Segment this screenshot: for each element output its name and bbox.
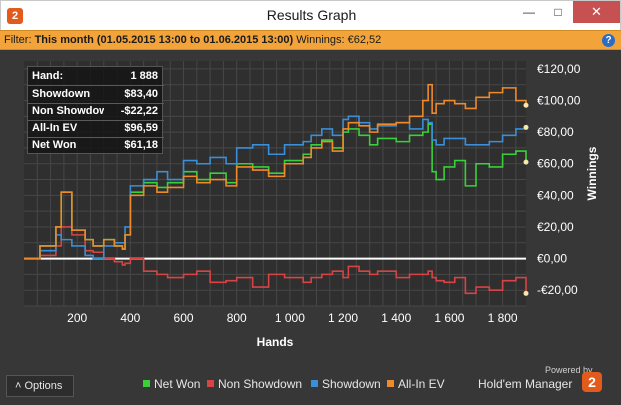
series-end-point	[523, 124, 529, 130]
legend-item-net-won[interactable]: Net Won	[143, 377, 200, 391]
y-axis-label: Winnings	[585, 146, 599, 200]
y-tick-labels: -€20,00 €0,00 €20,00 €40,00 €60,00 €80,00 €100…	[537, 62, 581, 297]
filter-period: This month (01.05.2015 13:00 to 01.06.20…	[34, 34, 294, 46]
summary-row-net-won: Net Won $61,18	[28, 137, 164, 154]
x-tick-label: 1 000	[275, 311, 305, 325]
summary-box: Hand: 1 888 Showdown $83,40 Non Showdown…	[27, 66, 164, 154]
series-all-in-ev	[24, 83, 527, 260]
summary-row-showdown: Showdown $83,40	[28, 86, 164, 103]
x-tick-labels: 200 400 600 800 1 000 1 200 1 400 1 600 1 800	[67, 311, 518, 325]
summary-row-all-in-ev: All-In EV $96,59	[28, 120, 164, 137]
title-bar: 2 Results Graph — □ ✕	[0, 0, 621, 30]
filter-label: Filter:	[4, 34, 32, 46]
legend-label: All-In EV	[398, 377, 445, 391]
summary-value: -$22,22	[120, 105, 158, 117]
y-tick-label: €120,00	[537, 62, 581, 76]
window-title: Results Graph	[266, 7, 357, 23]
x-tick-label: 1 800	[488, 311, 518, 325]
summary-label: All-In EV	[32, 122, 78, 134]
series-end-point	[523, 290, 529, 296]
legend-swatch	[207, 380, 214, 387]
legend-item-all-in-ev[interactable]: All-In EV	[387, 377, 445, 391]
summary-value: $83,40	[124, 88, 158, 100]
legend-item-showdown[interactable]: Showdown	[311, 377, 381, 391]
help-icon[interactable]: ?	[602, 34, 615, 47]
series-end-point	[523, 159, 529, 165]
x-tick-label: 400	[120, 311, 140, 325]
legend-label: Non Showdown	[218, 377, 303, 391]
summary-label: Net Won	[32, 139, 77, 151]
legend-item-non-showdown[interactable]: Non Showdown	[207, 377, 302, 391]
x-tick-label: 200	[67, 311, 87, 325]
y-tick-label: €0,00	[537, 252, 567, 266]
y-tick-label: -€20,00	[537, 283, 578, 297]
series-showdown	[24, 115, 527, 260]
x-axis-label: Hands	[257, 335, 294, 349]
x-tick-label: 1 400	[381, 311, 411, 325]
summary-row-hands: Hand: 1 888	[28, 68, 164, 85]
y-tick-label: €60,00	[537, 157, 574, 171]
divider	[28, 85, 164, 86]
y-tick-label: €100,00	[537, 94, 581, 108]
options-label: Options	[24, 380, 63, 392]
divider	[28, 120, 164, 121]
close-button[interactable]: ✕	[573, 1, 620, 23]
summary-value: 1 888	[130, 70, 158, 82]
summary-value: $61,18	[124, 139, 158, 151]
legend-swatch	[143, 380, 150, 387]
divider	[28, 103, 164, 104]
app-logo-icon: 2	[7, 8, 23, 24]
legend-swatch	[387, 380, 394, 387]
summary-label: Hand:	[32, 70, 64, 82]
series-end-point	[523, 102, 529, 108]
maximize-button[interactable]: □	[554, 5, 562, 19]
powered-by-text: Powered by	[545, 365, 593, 375]
y-tick-label: €20,00	[537, 220, 574, 234]
x-tick-label: 800	[227, 311, 247, 325]
minimize-button[interactable]: —	[523, 5, 535, 19]
legend-swatch	[311, 380, 318, 387]
y-tick-label: €40,00	[537, 188, 574, 202]
y-tick-label: €80,00	[537, 125, 574, 139]
legend-label: Net Won	[154, 377, 201, 391]
series-non-showdown	[24, 226, 527, 295]
filter-bar[interactable]: Filter: This month (01.05.2015 13:00 to …	[0, 30, 621, 50]
summary-label: Showdown	[32, 88, 91, 100]
series-group	[24, 83, 529, 296]
brand-logo-icon: 2	[582, 372, 602, 392]
filter-winnings: Winnings: €62,52	[296, 34, 382, 46]
chevron-up-icon: ˄	[15, 380, 22, 392]
summary-value: $96,59	[124, 122, 158, 134]
legend-label: Showdown	[322, 377, 381, 391]
summary-row-non-showdown: Non Showdown -$22,22	[28, 103, 164, 120]
x-tick-label: 1 600	[434, 311, 464, 325]
summary-label: Non Showdown	[32, 105, 104, 117]
x-tick-label: 1 200	[328, 311, 358, 325]
options-button[interactable]: ˄ Options	[6, 375, 74, 397]
brand-name: Hold'em Manager	[478, 377, 573, 391]
divider	[28, 137, 164, 138]
x-tick-label: 600	[174, 311, 194, 325]
